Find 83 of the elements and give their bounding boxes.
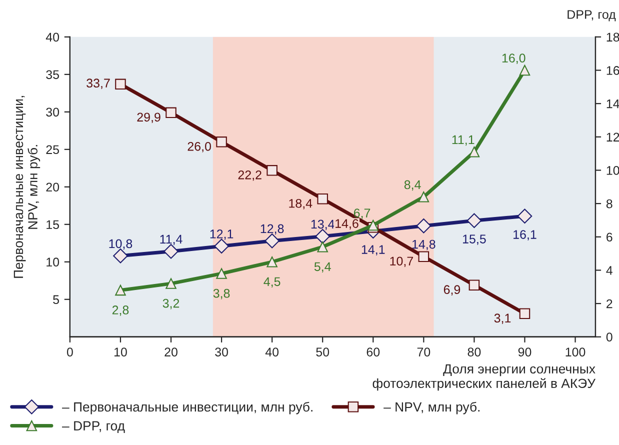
y2-tick-label: 8: [606, 199, 612, 208]
y2-tick-label: 14: [606, 100, 619, 108]
point: [517, 208, 532, 224]
legend-label: – DPP, год: [62, 421, 125, 434]
y-tick-label: 10: [46, 258, 60, 267]
data-label: 11,1: [452, 135, 474, 146]
x-tick-label: 20: [164, 348, 178, 356]
point: [166, 278, 176, 289]
y-tick-label: 40: [46, 32, 60, 42]
point: [216, 268, 227, 279]
point: [266, 256, 278, 268]
y2-tick-label: 4: [606, 266, 612, 275]
data-label: 18,4: [289, 198, 312, 210]
data-label: 3,2: [162, 298, 180, 310]
y2-tick-label: 18: [606, 32, 619, 42]
point: [115, 78, 126, 90]
y2-axis-title: DPP, год: [568, 10, 616, 22]
y2-tick-label: 12: [606, 132, 619, 142]
y-tick-label: 15: [46, 220, 60, 230]
y-tick-label: 25: [46, 145, 60, 154]
point: [418, 192, 430, 202]
y-tick-label: 30: [46, 108, 60, 117]
data-label: 29,9: [137, 112, 160, 124]
point: [468, 146, 480, 158]
point: [368, 220, 379, 231]
x-tick-label: 30: [215, 348, 228, 356]
data-label: 6,9: [444, 285, 460, 296]
x-tick-label: 0: [66, 348, 73, 356]
data-label: 3,8: [213, 288, 230, 300]
data-label: 26,0: [188, 142, 211, 152]
x-tick-label: 50: [316, 348, 330, 356]
data-label: 2,8: [112, 306, 129, 316]
x-tick-label: 70: [417, 348, 430, 356]
y-axis-title: Первоначальные инвестиции, NPV, млн руб.: [14, 96, 40, 278]
point: [416, 218, 432, 234]
y2-tick-label: 2: [606, 299, 612, 308]
data-label: 13,4: [311, 220, 334, 230]
y-tick-label: 20: [46, 182, 60, 192]
data-label: 15,5: [462, 234, 486, 245]
y2-tick-label: 16: [606, 66, 619, 75]
y-tick-label: 5: [53, 295, 60, 304]
data-label: 14,1: [362, 245, 385, 256]
data-label: 16,1: [514, 230, 536, 240]
data-label: 12,1: [210, 230, 234, 240]
x-tick-label: 80: [468, 348, 481, 356]
legend-label: – NPV, млн руб.: [384, 402, 480, 414]
data-label: 4,5: [264, 277, 280, 288]
data-label: 8,4: [404, 180, 421, 191]
point: [519, 64, 530, 76]
point: [519, 308, 530, 319]
point: [317, 194, 328, 204]
data-label: 14,8: [412, 240, 436, 250]
x-tick-label: 10: [114, 348, 127, 356]
point: [216, 136, 227, 148]
point: [418, 251, 430, 262]
x-tick-label: 40: [265, 348, 279, 356]
x-axis-title: Доля энергии солнечных фотоэлектрических панелей в АКЭУ: [372, 364, 596, 391]
data-label: 11,4: [160, 234, 182, 246]
y2-tick-label: 10: [606, 166, 619, 175]
y-tick-label: 35: [46, 70, 60, 80]
data-label: 3,1: [494, 314, 511, 324]
data-label: 16,0: [502, 54, 526, 64]
x-tick-label: 60: [366, 348, 380, 356]
data-label: 6,7: [354, 208, 370, 219]
point: [166, 107, 176, 118]
data-label: 12,8: [260, 224, 284, 235]
y2-tick-label: 6: [606, 232, 612, 242]
legend-label: – Первоначальные инвестиции, млн руб.: [62, 402, 312, 414]
data-label: 33,7: [86, 78, 110, 90]
x-tick-label: 100: [566, 348, 586, 356]
point: [266, 165, 278, 176]
point: [468, 280, 480, 291]
point: [317, 242, 328, 252]
data-label: 10,8: [109, 239, 132, 250]
point: [115, 284, 126, 296]
data-label: 10,7: [390, 256, 413, 268]
data-label: 5,4: [314, 262, 331, 273]
y2-tick-label: 0: [606, 332, 612, 342]
point: [214, 238, 229, 254]
point: [466, 213, 482, 228]
x-tick-label: 90: [518, 348, 532, 356]
data-label: 14,6: [336, 219, 358, 230]
data-label: 22,2: [238, 170, 262, 181]
